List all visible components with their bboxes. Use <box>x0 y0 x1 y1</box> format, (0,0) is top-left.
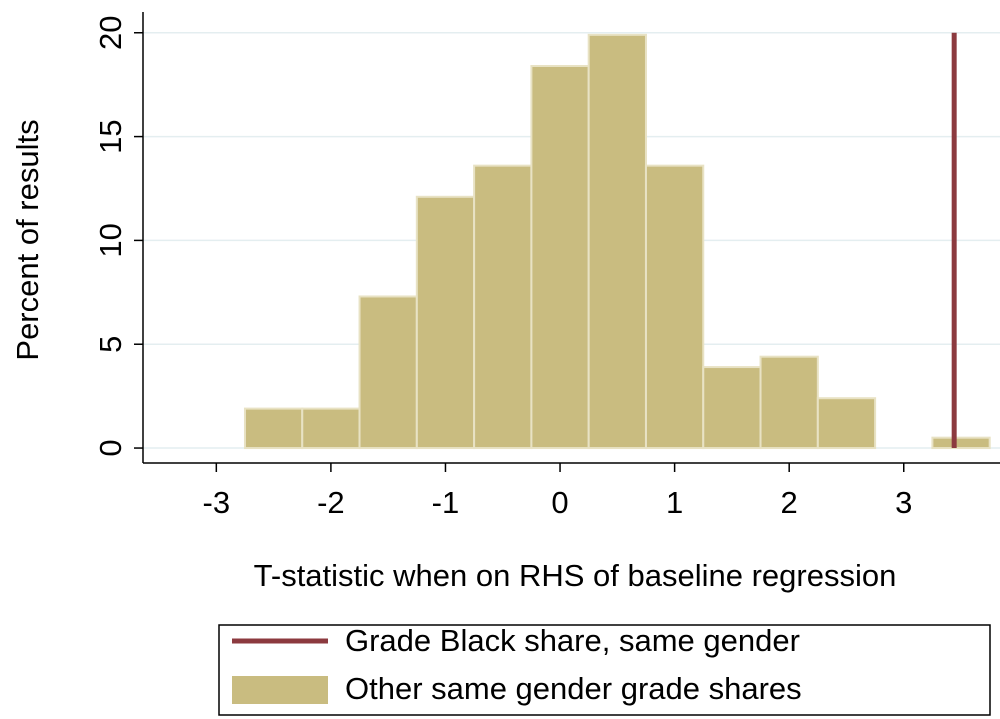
x-tick-label: 0 <box>551 485 568 520</box>
y-tick-label: 20 <box>93 16 128 50</box>
bar <box>816 397 877 450</box>
x-tick-label: 2 <box>781 485 798 520</box>
bar <box>644 164 705 450</box>
y-tick-label: 5 <box>93 336 128 353</box>
bar <box>587 33 647 450</box>
legend-label: Other same gender grade shares <box>345 671 802 706</box>
bar <box>415 195 476 450</box>
bar <box>358 295 418 450</box>
y-tick-label: 10 <box>93 223 128 257</box>
bar <box>473 164 533 450</box>
legend-box <box>218 624 991 716</box>
x-tick-label: -3 <box>203 485 231 520</box>
x-tick-label: -2 <box>317 485 345 520</box>
y-tick-label: 0 <box>93 439 128 456</box>
y-tick-label: 15 <box>93 119 128 153</box>
x-tick-label: -1 <box>432 485 460 520</box>
bar <box>931 436 991 450</box>
bar <box>301 407 361 450</box>
bar <box>243 407 304 450</box>
y-axis-label: Percent of results <box>10 119 45 360</box>
x-axis-label: T-statistic when on RHS of baseline regr… <box>254 558 897 593</box>
bar <box>530 64 590 450</box>
bar <box>702 366 762 450</box>
bar <box>759 355 819 450</box>
legend-label: Grade Black share, same gender <box>345 623 800 658</box>
x-tick-label: 1 <box>666 485 683 520</box>
legend-swatch <box>232 676 328 704</box>
x-tick-label: 3 <box>895 485 912 520</box>
